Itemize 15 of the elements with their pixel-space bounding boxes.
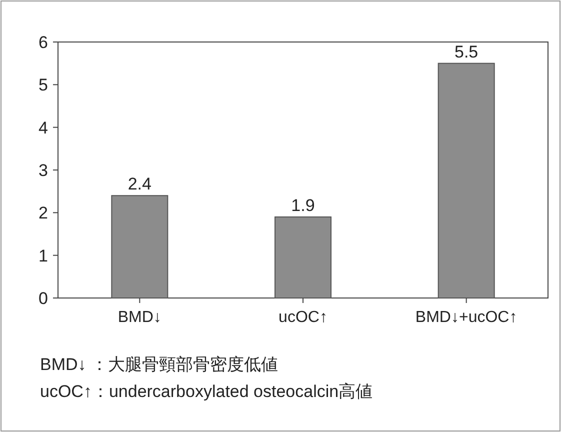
ytick: 2 <box>38 204 48 223</box>
ytick: 3 <box>38 161 48 180</box>
xtick: BMD↓+ucOC↑ <box>415 309 518 326</box>
ytick: 0 <box>38 289 48 308</box>
ytick: 6 <box>38 33 48 52</box>
xtick: ucOC↑ <box>278 309 328 326</box>
xtick: BMD↓ <box>118 309 162 326</box>
ytick: 5 <box>38 76 48 95</box>
data-label: 5.5 <box>454 42 478 62</box>
ytick: 4 <box>38 118 48 138</box>
annotation: ucOC↑：undercarboxylated osteocalcin高値 <box>40 382 373 401</box>
annotation: BMD↓ ：大腿骨頸部骨密度低値 <box>40 355 278 374</box>
data-label: 1.9 <box>291 196 315 215</box>
data-label: 2.4 <box>128 174 152 194</box>
ytick: 1 <box>38 246 48 266</box>
